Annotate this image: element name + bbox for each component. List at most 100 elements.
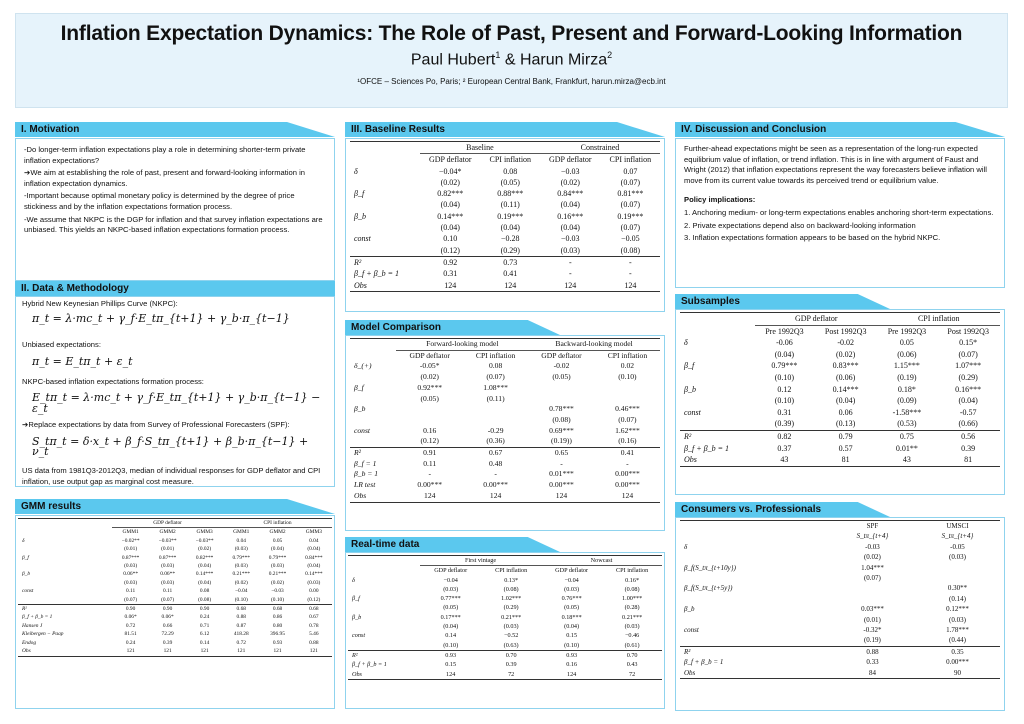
discussion-title: IV. Discussion and Conclusion bbox=[675, 122, 1005, 137]
group-header: Backward-looking model bbox=[528, 338, 660, 351]
table-cell: 124 bbox=[419, 279, 481, 292]
table-row: δ −0.02** −0.03** −0.03** 0.04 0.05 0.04 bbox=[18, 537, 332, 545]
table-cell: 0.03*** bbox=[861, 605, 884, 614]
motivation-p1: -Do longer-term inflation expectations p… bbox=[24, 145, 306, 165]
table-cell: 124 bbox=[594, 490, 660, 503]
row-label: const bbox=[684, 407, 701, 417]
table-cell: (0.09) bbox=[897, 396, 917, 406]
row-label: Obs bbox=[680, 454, 755, 467]
baseline-box: Baseline Constrained GDP deflator CPI infla… bbox=[345, 138, 665, 312]
table-cell: (0.02) bbox=[560, 177, 580, 187]
table-cell: 72 bbox=[481, 669, 542, 680]
table-cell: 0.15 bbox=[566, 632, 578, 640]
row-label: const bbox=[354, 425, 371, 435]
table-cell: 0.68 bbox=[223, 604, 260, 614]
stats-row: R² 0.88 0.35 bbox=[680, 645, 1000, 658]
table-cell: 0.30** bbox=[947, 584, 968, 593]
corner-cell bbox=[348, 566, 420, 576]
table-row: (0.07) bbox=[680, 573, 1000, 583]
corner-cell bbox=[350, 338, 397, 351]
row-label: δ bbox=[22, 537, 25, 544]
gmm-table: GDP deflator CPI inflation GMM1 GMM2 GMM3 GMM… bbox=[18, 517, 332, 657]
table-cell: (0.04) bbox=[774, 349, 795, 359]
table-cell: 0.16*** bbox=[955, 384, 982, 394]
table-cell: (0.03) bbox=[564, 585, 580, 593]
table-cell: 0.76*** bbox=[561, 595, 582, 603]
stats-row: R² 0.82 0.79 0.75 0.56 bbox=[680, 429, 1000, 443]
table-cell: (0.03) bbox=[161, 579, 175, 586]
table-cell: 0.65 bbox=[528, 447, 595, 459]
table-cell: (0.04) bbox=[564, 623, 580, 631]
row-label: R² bbox=[350, 447, 397, 459]
table-cell: 0.12 bbox=[777, 384, 792, 394]
table-cell: 0.84*** bbox=[557, 189, 584, 199]
table-cell: 0.33 bbox=[866, 658, 879, 667]
table-cell: 0.93 bbox=[420, 649, 482, 661]
poster-affiliation: ¹OFCE – Sciences Po, Paris; ² European C… bbox=[357, 77, 666, 87]
formation-label: NKPC-based inflation expectations format… bbox=[22, 377, 204, 387]
consumers-table: SPF UMSCI S_tπ_{t+4} S_tπ_{t+4} δ -0.03 -0.05(… bbox=[680, 520, 1000, 680]
column-header: GDP deflator bbox=[541, 350, 582, 360]
row-label bbox=[680, 573, 830, 583]
table-cell: −0.03** bbox=[195, 537, 214, 544]
table-cell: (0.04) bbox=[198, 579, 212, 586]
table-cell: 0.16*** bbox=[557, 211, 584, 221]
table-cell: 0.78*** bbox=[549, 404, 574, 414]
row-label: β_f + β_b = 1 bbox=[352, 661, 387, 669]
table-row: β_f 0.87*** 0.87*** 0.82*** 0.79*** 0.79*** 0.… bbox=[18, 554, 332, 562]
table-cell: 0.18*** bbox=[561, 613, 582, 621]
table-cell: 0.39 bbox=[505, 661, 517, 669]
table-cell: 0.08 bbox=[199, 588, 210, 595]
group-header: Baseline bbox=[419, 140, 540, 155]
table-cell: 0.90 bbox=[186, 604, 224, 614]
table-cell: (0.04) bbox=[836, 396, 856, 406]
table-cell: 1.04*** bbox=[861, 563, 884, 572]
row-label: β_f + β_b = 1 bbox=[684, 443, 729, 453]
corner-cell bbox=[680, 520, 830, 532]
stats-row: β_f + β_b = 1 0.06* 0.06* 0.24 0.88 0.86 0.67 bbox=[18, 613, 332, 621]
stats-row: Kleibergen − Paap 81.51 72.29 6.12 418.28 396… bbox=[18, 630, 332, 638]
table-cell: 0.57 bbox=[838, 443, 853, 453]
table-cell: (0.08) bbox=[620, 245, 640, 255]
motivation-box: -Do longer-term inflation expectations p… bbox=[15, 138, 335, 281]
table-cell: (0.07) bbox=[958, 349, 978, 359]
table-cell: 0.05 bbox=[899, 338, 914, 348]
table-cell: (0.12) bbox=[307, 596, 321, 603]
table-cell: 121 bbox=[112, 647, 150, 657]
row-label bbox=[680, 418, 755, 430]
table-cell: (0.39) bbox=[774, 419, 795, 429]
row-label: β_b bbox=[684, 384, 696, 394]
table-cell: (0.06) bbox=[897, 349, 917, 359]
table-cell: 43 bbox=[877, 454, 937, 467]
table-cell: 0.04 bbox=[236, 537, 246, 544]
table-row: (0.05) (0.29) (0.05) (0.28) bbox=[348, 603, 662, 612]
table-cell: 0.14*** bbox=[305, 571, 323, 578]
subsamples-table: GDP deflator CPI inflation Pre 1992Q3 Post … bbox=[680, 312, 1000, 467]
corner-cell bbox=[680, 325, 755, 337]
table-row: (0.07) (0.07) (0.08) (0.10) (0.10) (0.12) bbox=[18, 596, 332, 605]
table-cell: 0.75 bbox=[877, 429, 937, 443]
table-cell: 0.21*** bbox=[622, 613, 643, 621]
table-cell: (0.03) bbox=[234, 546, 248, 553]
row-label bbox=[18, 596, 112, 605]
column-header: GDP deflator bbox=[555, 567, 589, 575]
table-cell: 0.79 bbox=[813, 429, 878, 443]
table-row: const 0.16 -0.29 0.69*** 1.62*** bbox=[350, 426, 660, 437]
column-header: CPI inflation bbox=[489, 155, 532, 165]
column-header: Pre 1992Q3 bbox=[887, 326, 927, 336]
column-header: UMSCI bbox=[914, 520, 1000, 532]
table-row: β_b 0.17*** 0.21*** 0.18*** 0.21*** bbox=[348, 613, 662, 622]
table-cell: (0.11) bbox=[486, 393, 505, 403]
table-cell: −0.52 bbox=[503, 632, 519, 640]
row-label bbox=[680, 395, 755, 407]
row-label bbox=[18, 562, 112, 570]
table-row: β_f 0.79*** 0.83*** 1.15*** 1.07*** bbox=[680, 360, 1000, 372]
stats-row: Obs 124 124 124 124 bbox=[350, 490, 660, 503]
table-row: (0.04) (0.02) (0.06) (0.07) bbox=[680, 349, 1000, 361]
table-cell: 6.12 bbox=[199, 631, 210, 638]
table-cell: −0.04 bbox=[235, 588, 248, 595]
table-cell: 124 bbox=[420, 669, 482, 680]
table-cell: (0.19) bbox=[897, 372, 917, 382]
table-cell: 0.43 bbox=[626, 661, 638, 669]
row-label: const bbox=[352, 632, 366, 640]
